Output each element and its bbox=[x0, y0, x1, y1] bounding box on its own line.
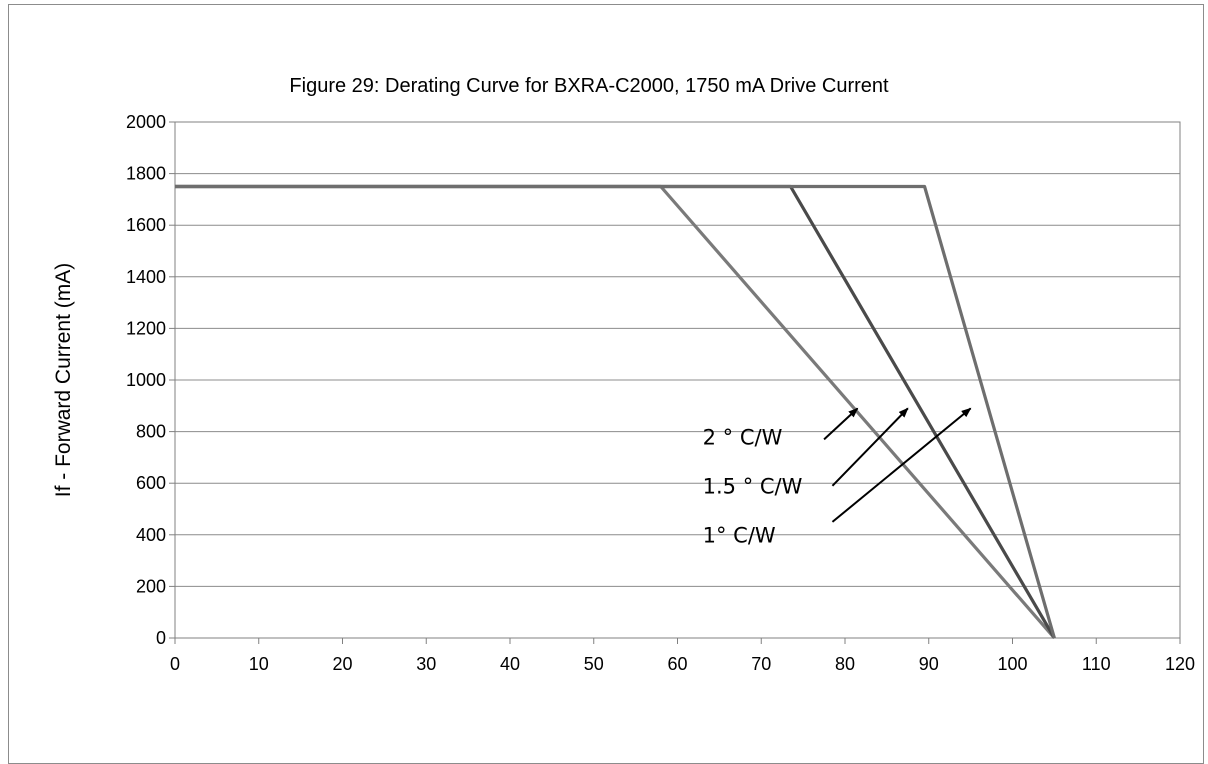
x-tick-label: 40 bbox=[500, 654, 520, 674]
y-tick-label: 1800 bbox=[126, 164, 166, 184]
y-tick-label: 2000 bbox=[126, 112, 166, 132]
y-tick-label: 400 bbox=[136, 525, 166, 545]
series-group bbox=[175, 184, 1056, 640]
y-tick-label: 0 bbox=[156, 628, 166, 648]
annotations-group: 2 ° C/W 1.5 ° C/W 1° C/W bbox=[703, 407, 972, 548]
y-tick-label: 1000 bbox=[126, 370, 166, 390]
chart-title: Figure 29: Derating Curve for BXRA-C2000… bbox=[289, 75, 889, 97]
x-tick-label: 120 bbox=[1165, 654, 1195, 674]
y-axis-ticks: 0 200 400 600 800 1000 1200 1400 1600 1800 2000 bbox=[126, 112, 175, 648]
x-tick-label: 50 bbox=[584, 654, 604, 674]
y-tick-label: 600 bbox=[136, 473, 166, 493]
y-axis-label: If - Forward Current (mA) bbox=[52, 263, 75, 498]
chart-frame bbox=[8, 4, 1204, 764]
annotation-arrow bbox=[831, 407, 909, 487]
annotation-label: 2 ° C/W bbox=[703, 426, 783, 450]
gridlines bbox=[175, 121, 1180, 587]
series-line-3 bbox=[175, 184, 1056, 639]
x-tick-label: 0 bbox=[170, 654, 180, 674]
x-tick-label: 60 bbox=[667, 654, 687, 674]
annotation-label: 1.5 ° C/W bbox=[703, 475, 803, 499]
x-tick-label: 10 bbox=[249, 654, 269, 674]
y-tick-label: 800 bbox=[136, 422, 166, 442]
x-tick-label: 80 bbox=[835, 654, 855, 674]
series-line-2 bbox=[175, 184, 1056, 639]
annotation-arrow bbox=[831, 407, 972, 523]
annotation-arrow bbox=[823, 407, 859, 441]
x-tick-label: 30 bbox=[416, 654, 436, 674]
x-tick-label: 20 bbox=[332, 654, 352, 674]
y-tick-label: 200 bbox=[136, 576, 166, 596]
derating-chart: Figure 29: Derating Curve for BXRA-C2000… bbox=[52, 75, 1195, 674]
x-tick-label: 90 bbox=[919, 654, 939, 674]
y-tick-label: 1400 bbox=[126, 267, 166, 287]
x-tick-label: 70 bbox=[751, 654, 771, 674]
x-axis-ticks: 0 10 20 30 40 50 60 70 80 90 100 110 120 bbox=[170, 638, 1195, 674]
y-tick-label: 1200 bbox=[126, 318, 166, 338]
annotation-label: 1° C/W bbox=[703, 524, 776, 548]
y-tick-label: 1600 bbox=[126, 215, 166, 235]
x-tick-label: 110 bbox=[1082, 654, 1111, 674]
x-tick-label: 100 bbox=[997, 654, 1027, 674]
